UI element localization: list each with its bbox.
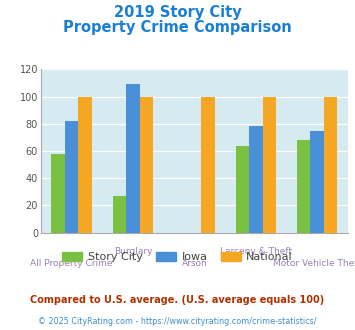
- Text: Burglary: Burglary: [114, 247, 152, 255]
- Legend: Story City, Iowa, National: Story City, Iowa, National: [58, 248, 297, 267]
- Bar: [249, 126, 263, 233]
- Bar: [140, 97, 153, 233]
- Text: © 2025 CityRating.com - https://www.cityrating.com/crime-statistics/: © 2025 CityRating.com - https://www.city…: [38, 317, 317, 326]
- Text: Compared to U.S. average. (U.S. average equals 100): Compared to U.S. average. (U.S. average …: [31, 295, 324, 305]
- Bar: [310, 131, 324, 233]
- Text: Motor Vehicle Theft: Motor Vehicle Theft: [273, 259, 355, 268]
- Bar: [113, 196, 126, 233]
- Bar: [78, 97, 92, 233]
- Bar: [324, 97, 338, 233]
- Text: 2019 Story City: 2019 Story City: [114, 5, 241, 20]
- Bar: [65, 121, 78, 233]
- Bar: [51, 154, 65, 233]
- Text: Property Crime Comparison: Property Crime Comparison: [63, 20, 292, 35]
- Bar: [235, 146, 249, 233]
- Text: All Property Crime: All Property Crime: [30, 259, 113, 268]
- Bar: [126, 84, 140, 233]
- Text: Larceny & Theft: Larceny & Theft: [220, 247, 292, 255]
- Text: Arson: Arson: [181, 259, 207, 268]
- Bar: [297, 140, 310, 233]
- Bar: [201, 97, 215, 233]
- Bar: [263, 97, 276, 233]
